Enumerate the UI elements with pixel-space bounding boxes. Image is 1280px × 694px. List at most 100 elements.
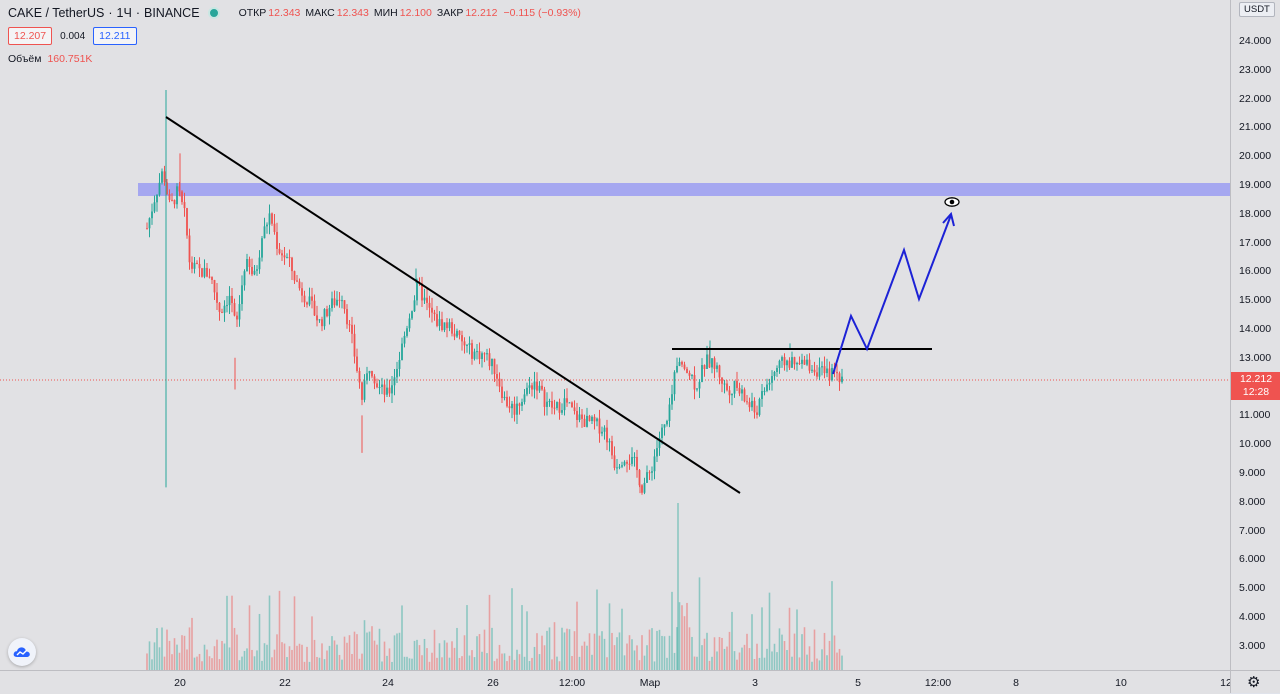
- candle-body: [366, 373, 368, 381]
- candle-body: [481, 353, 483, 359]
- price-tick: 15.000: [1239, 294, 1272, 307]
- volume-bar: [201, 661, 203, 670]
- volume-bar: [386, 655, 388, 670]
- projection-path[interactable]: [832, 214, 952, 375]
- volume-bar: [531, 657, 533, 670]
- candle-body: [321, 319, 323, 327]
- volume-bar: [496, 658, 498, 670]
- volume-bar: [798, 657, 801, 670]
- volume-bar: [753, 659, 756, 670]
- candle-body: [198, 263, 201, 269]
- volume-bar: [776, 652, 778, 670]
- volume-bar: [153, 642, 156, 670]
- candle-body: [201, 268, 203, 277]
- price-tick: 23.000: [1239, 63, 1272, 76]
- candle-body: [741, 389, 743, 394]
- candle-body: [748, 402, 751, 408]
- volume-bar: [581, 645, 583, 670]
- volume-bar: [743, 644, 746, 670]
- price-tick: 7.000: [1239, 524, 1266, 537]
- candle-body: [333, 298, 336, 306]
- volume-bar: [376, 644, 378, 670]
- volume-bar: [491, 627, 493, 670]
- volume-bar: [758, 657, 761, 670]
- candle-body: [648, 472, 651, 474]
- volume-bar: [303, 661, 306, 670]
- time-axis[interactable]: 20 22 24 26 12:00 Мар 3 5 12:00 8 10 12: [0, 670, 1232, 694]
- candle-body: [246, 259, 248, 272]
- volume-bar: [673, 652, 676, 670]
- candle-body: [511, 403, 513, 409]
- volume-bar: [823, 632, 826, 670]
- eye-icon[interactable]: [944, 197, 960, 207]
- volume-bar: [181, 635, 183, 670]
- volume-bar: [681, 605, 683, 670]
- volume-bar: [598, 635, 601, 670]
- candle-body: [541, 385, 543, 390]
- candle-body: [786, 360, 788, 366]
- volume-bar: [248, 605, 251, 670]
- currency-badge[interactable]: USDT: [1239, 2, 1275, 17]
- volume-bar: [396, 633, 398, 670]
- volume-bar: [438, 643, 441, 670]
- candle-body: [273, 223, 276, 232]
- gear-icon[interactable]: ⚙: [1247, 674, 1261, 691]
- candle-body: [788, 360, 791, 368]
- resistance-zone[interactable]: [138, 183, 1230, 196]
- volume-bar: [186, 649, 188, 670]
- volume-bar: [148, 641, 151, 670]
- low-value: 12.100: [399, 6, 432, 19]
- candle-body: [576, 411, 578, 420]
- candle-body: [446, 322, 448, 329]
- candle-body: [438, 319, 441, 326]
- volume-bar: [158, 647, 161, 670]
- volume-bar: [208, 656, 211, 670]
- volume-bar: [541, 635, 543, 670]
- candle-body: [571, 402, 573, 408]
- candle-body: [746, 401, 748, 403]
- volume-bar: [173, 638, 176, 670]
- candle-body: [703, 365, 706, 369]
- close-value: 12.212: [465, 6, 498, 19]
- volume-bar: [573, 631, 576, 670]
- volume-label[interactable]: Объём: [8, 53, 42, 65]
- volume-bar: [213, 646, 216, 670]
- volume-bar: [663, 636, 666, 670]
- volume-bar: [156, 628, 158, 670]
- candle-body: [523, 394, 526, 402]
- candle-body: [236, 315, 238, 320]
- volume-bar: [251, 649, 253, 670]
- symbol-pair[interactable]: CAKE / TetherUS: [8, 5, 105, 20]
- candle-body: [808, 359, 811, 371]
- buy-price-button[interactable]: 12.211: [93, 27, 137, 45]
- candle-body: [323, 309, 326, 327]
- candle-body: [381, 384, 383, 387]
- price-axis[interactable]: USDT 24.000 23.000 22.000 21.000 20.000 19.00…: [1230, 0, 1280, 693]
- volume-bar: [661, 635, 663, 670]
- volume-bar: [413, 640, 416, 670]
- close-label: ЗАКР: [436, 6, 464, 19]
- chart-area[interactable]: CAKE / TetherUS · 1Ч · BINANCE ОТКР 12.3…: [0, 0, 1230, 670]
- volume-bar: [636, 645, 638, 670]
- tradingview-cloud-icon[interactable]: [8, 638, 36, 666]
- candle-body: [373, 376, 376, 384]
- downtrend-line[interactable]: [165, 116, 741, 494]
- volume-bar: [193, 657, 196, 670]
- time-tick: 8: [1013, 677, 1019, 689]
- price-chart[interactable]: [0, 0, 1230, 670]
- candle-body: [561, 410, 563, 413]
- candle-body: [826, 368, 828, 374]
- volume-bar: [478, 634, 481, 670]
- candle-body: [643, 482, 646, 493]
- candle-body: [663, 424, 666, 428]
- candle-body: [581, 414, 583, 419]
- volume-bar: [298, 643, 301, 670]
- candle-body: [226, 305, 228, 307]
- volume-bar: [638, 660, 641, 670]
- volume-bar: [751, 614, 753, 670]
- candle-body: [771, 376, 773, 383]
- sell-price-button[interactable]: 12.207: [8, 27, 53, 45]
- volume-bar: [318, 657, 321, 670]
- candle-body: [813, 369, 816, 373]
- symbol-interval[interactable]: 1Ч: [116, 5, 132, 20]
